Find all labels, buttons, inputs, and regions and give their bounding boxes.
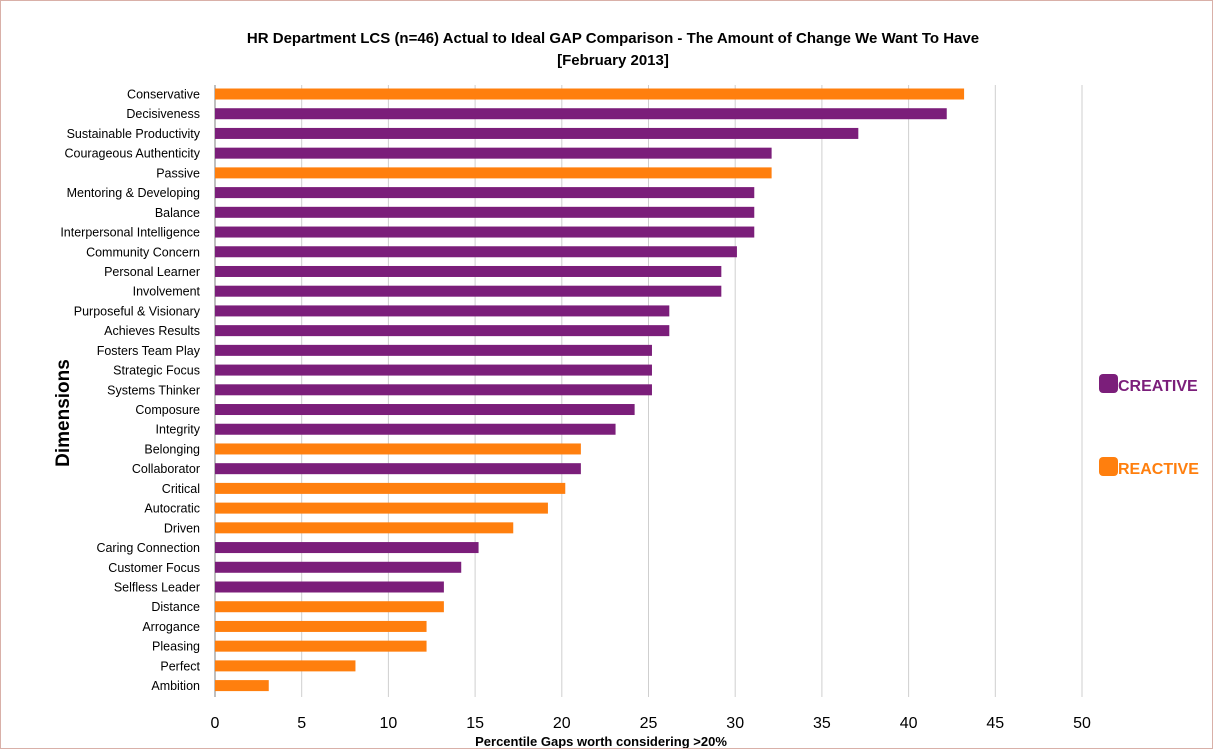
category-label: Systems Thinker: [107, 383, 200, 397]
legend: CREATIVE REACTIVE: [1099, 374, 1199, 478]
x-tick-labels: 0 5 10 15 20 25 30 35 40 45 50: [211, 715, 1091, 732]
x-tick-label: 30: [726, 715, 744, 732]
bar: [215, 620, 427, 632]
category-label: Strategic Focus: [113, 364, 200, 378]
legend-swatch: [1099, 374, 1118, 393]
bar: [215, 226, 755, 238]
bar: [215, 364, 652, 376]
x-axis-label: Percentile Gaps worth considering >20%: [475, 734, 727, 748]
category-label: Driven: [164, 521, 200, 535]
category-label: Collaborator: [132, 462, 200, 476]
category-label: Autocratic: [144, 502, 200, 516]
bar: [215, 522, 514, 534]
category-label: Passive: [156, 166, 200, 180]
x-tick-label: 15: [466, 715, 484, 732]
category-label: Distance: [151, 600, 200, 614]
bar: [215, 502, 548, 514]
bar: [215, 463, 581, 475]
bar: [215, 206, 755, 218]
x-tick-label: 45: [986, 715, 1004, 732]
category-label: Courageous Authenticity: [64, 147, 200, 161]
category-label: Decisiveness: [126, 107, 200, 121]
bar: [215, 423, 616, 435]
bar: [215, 542, 479, 554]
bar: [215, 640, 427, 652]
category-label: Fosters Team Play: [97, 344, 201, 358]
category-labels: Conservative Decisiveness Sustainable Prod…: [60, 88, 200, 694]
bar: [215, 285, 722, 297]
category-label: Purposeful & Visionary: [74, 304, 201, 318]
category-label: Arrogance: [142, 620, 200, 634]
x-tick-label: 25: [640, 715, 658, 732]
bar: [215, 384, 652, 396]
category-label: Ambition: [151, 679, 200, 693]
category-label: Pleasing: [152, 640, 200, 654]
x-tick-label: 5: [297, 715, 306, 732]
chart-title-line2: [February 2013]: [557, 52, 669, 69]
category-label: Customer Focus: [108, 561, 200, 575]
bar: [215, 305, 670, 317]
bar: [215, 127, 859, 139]
bar: [215, 561, 462, 573]
bar: [215, 601, 444, 613]
category-label: Composure: [135, 403, 200, 417]
category-label: Interpersonal Intelligence: [60, 226, 200, 240]
category-label: Community Concern: [86, 245, 200, 259]
bar: [215, 187, 755, 199]
category-label: Sustainable Productivity: [67, 127, 201, 141]
bar: [215, 660, 356, 672]
category-label: Perfect: [160, 659, 200, 673]
x-tick-label: 10: [380, 715, 398, 732]
bar: [215, 246, 737, 258]
category-label: Critical: [162, 482, 200, 496]
x-tick-label: 0: [211, 715, 220, 732]
category-label: Achieves Results: [104, 324, 200, 338]
chart-title-line1: HR Department LCS (n=46) Actual to Ideal…: [247, 30, 979, 47]
category-label: Conservative: [127, 88, 200, 102]
bar: [215, 325, 670, 337]
bar: [215, 344, 652, 356]
category-label: Integrity: [156, 423, 201, 437]
legend-swatch: [1099, 457, 1118, 476]
bar: [215, 147, 772, 159]
bar: [215, 265, 722, 277]
category-label: Selfless Leader: [114, 581, 200, 595]
category-label: Caring Connection: [96, 541, 200, 555]
legend-label: CREATIVE: [1118, 378, 1198, 395]
category-label: Personal Learner: [104, 265, 200, 279]
x-tick-label: 40: [900, 715, 918, 732]
bar: [215, 581, 444, 593]
x-tick-label: 50: [1073, 715, 1091, 732]
bar: [215, 680, 269, 692]
bar: [215, 482, 566, 494]
bar: [215, 88, 965, 100]
bar: [215, 108, 947, 120]
category-label: Belonging: [144, 442, 200, 456]
category-label: Mentoring & Developing: [67, 186, 200, 200]
y-axis-label: Dimensions: [53, 359, 74, 467]
x-tick-label: 20: [553, 715, 571, 732]
legend-label: REACTIVE: [1118, 461, 1199, 478]
bar: [215, 404, 635, 416]
bar: [215, 443, 581, 455]
category-label: Balance: [155, 206, 200, 220]
category-label: Involvement: [133, 285, 201, 299]
x-tick-label: 35: [813, 715, 831, 732]
bar-series: [215, 88, 965, 692]
bar: [215, 167, 772, 179]
